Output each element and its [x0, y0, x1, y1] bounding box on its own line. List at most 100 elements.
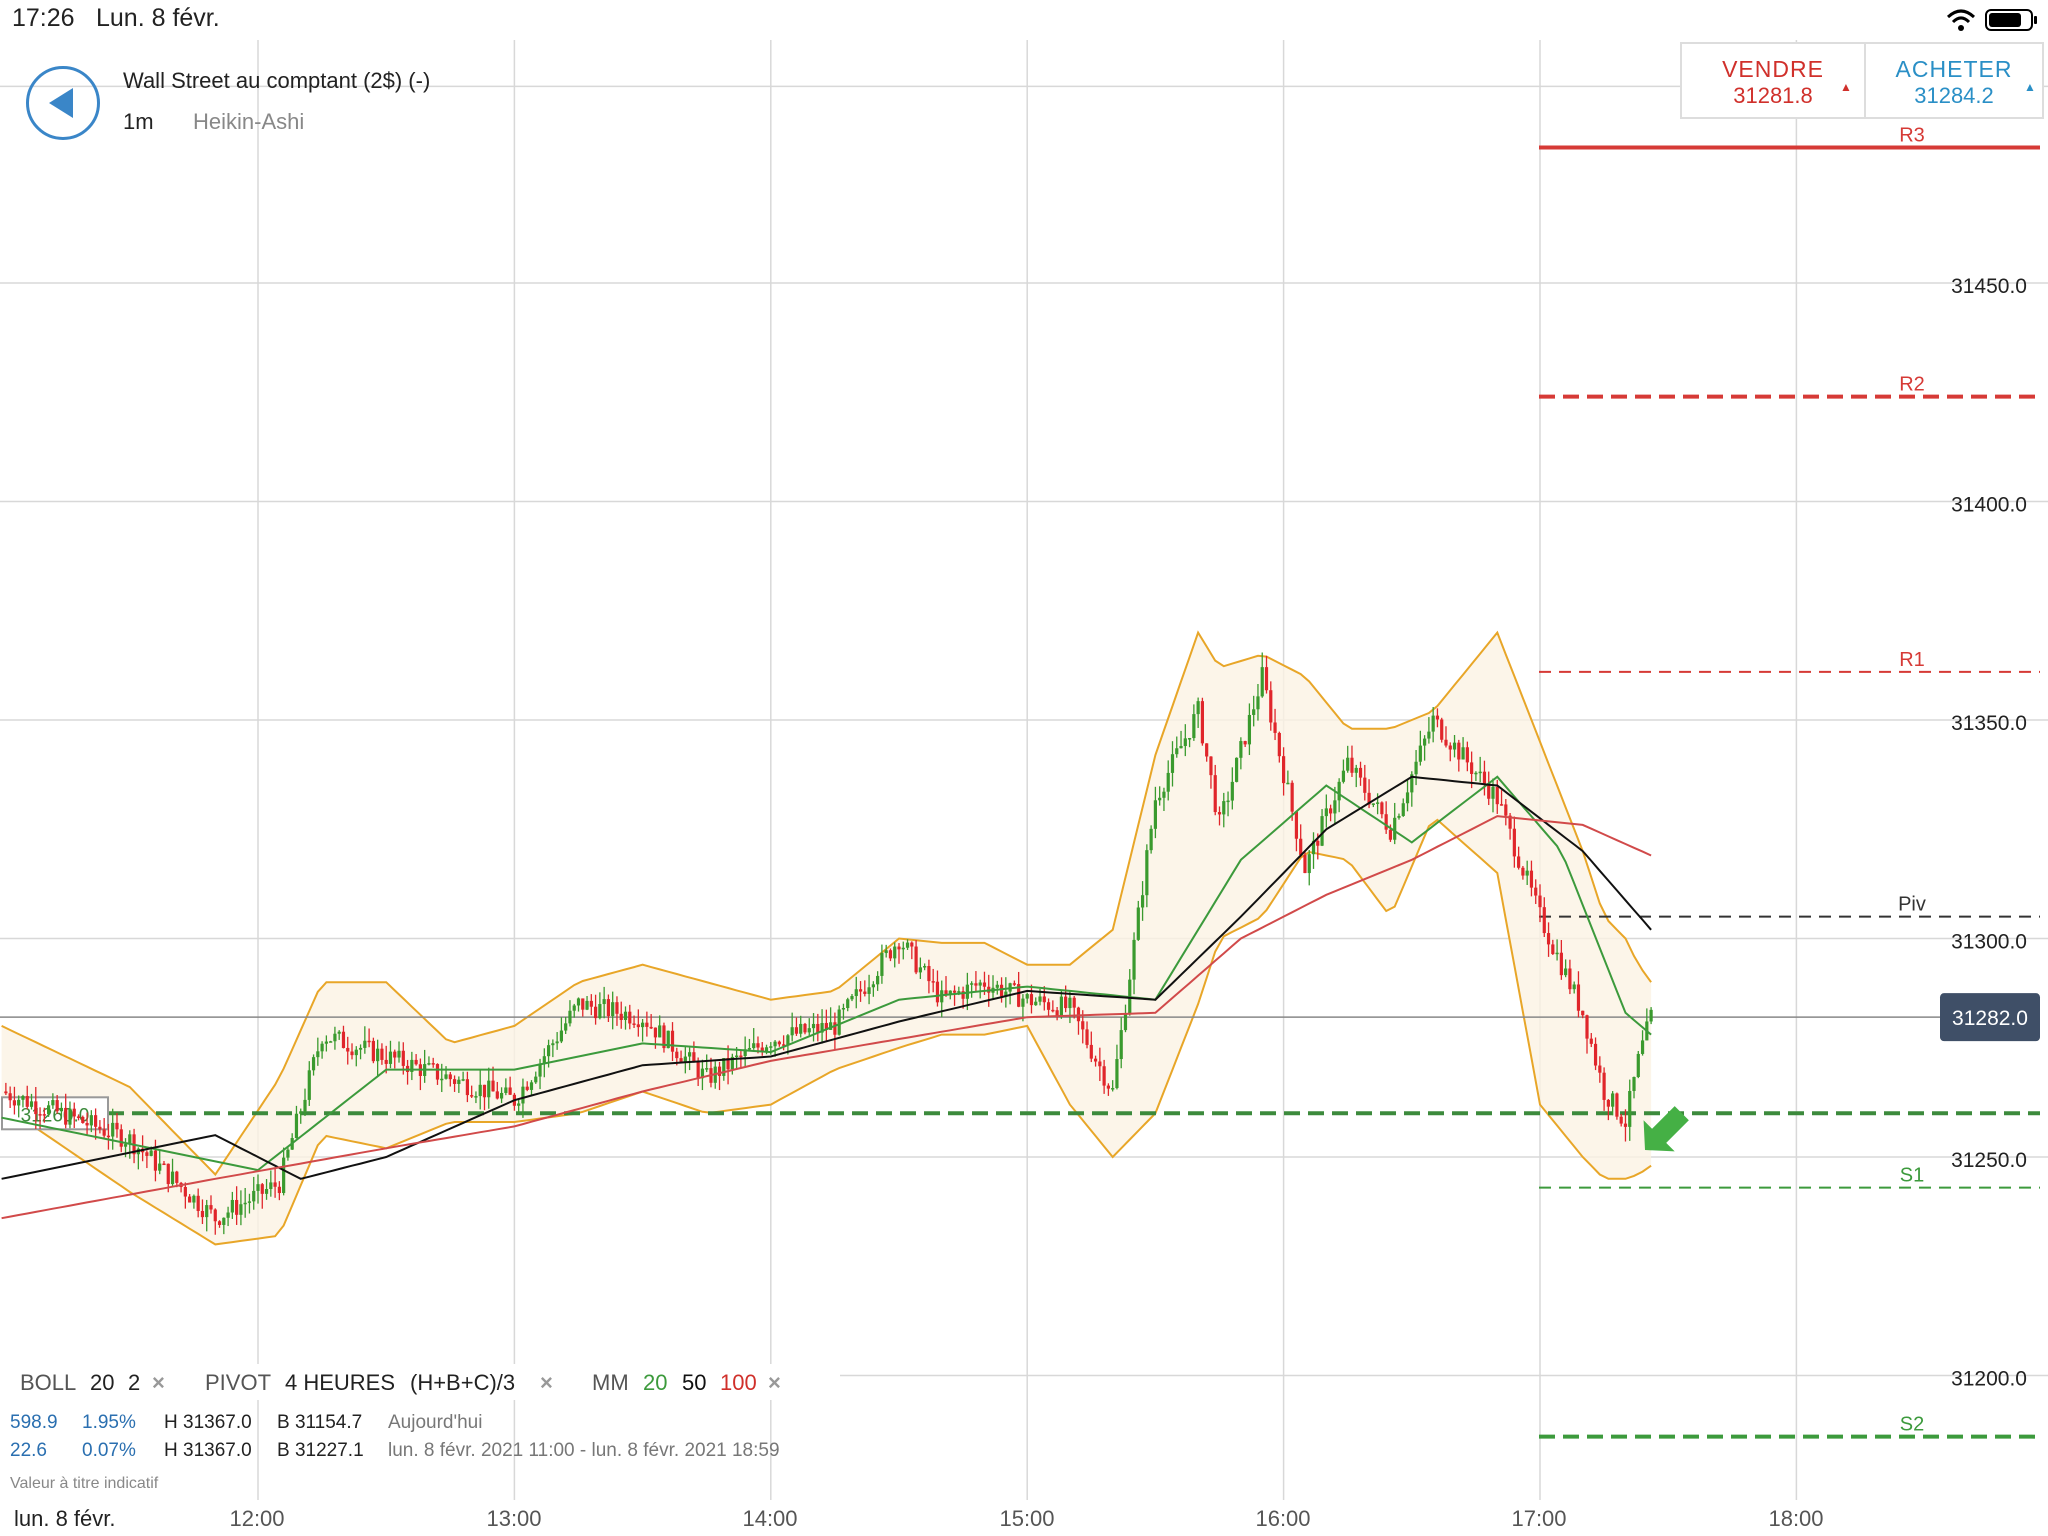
candle-body — [1354, 767, 1358, 773]
candle-body — [1140, 895, 1145, 908]
candle-body — [1551, 944, 1555, 954]
candle-body — [688, 1052, 692, 1057]
buy-button[interactable]: ACHETER 31284.2 ▲ — [1866, 44, 2042, 117]
candle-body — [1111, 1088, 1115, 1090]
candle-body — [700, 1068, 705, 1079]
candle-body — [1081, 1021, 1085, 1030]
candle-body — [555, 1041, 559, 1044]
candle-body — [581, 998, 585, 1010]
candle-body — [166, 1163, 170, 1185]
candle-body — [957, 991, 961, 993]
candle-body — [1435, 715, 1440, 720]
candle-body — [1388, 829, 1393, 840]
candle-body — [970, 983, 974, 985]
candle-body — [1136, 907, 1140, 940]
candle-body — [782, 1044, 786, 1046]
candle-body — [333, 1033, 337, 1042]
candle-body — [1576, 984, 1581, 1011]
candle-body — [401, 1050, 405, 1066]
x-tick-label: 18:00 — [1768, 1506, 1824, 1531]
battery-icon — [1985, 9, 2037, 31]
candle-body — [1175, 748, 1179, 755]
candle-body — [679, 1058, 683, 1063]
candle-body — [743, 1049, 747, 1057]
candle-body — [1286, 782, 1290, 785]
back-button[interactable] — [26, 66, 100, 140]
candle-body — [1021, 998, 1025, 1007]
y-tick-label: 31250.0 — [1951, 1149, 2027, 1172]
candle-body — [794, 1027, 799, 1034]
candle-body — [175, 1171, 179, 1183]
candle-body — [529, 1082, 534, 1090]
current-price-label: 31282.0 — [1952, 1007, 2028, 1030]
mm-name[interactable]: MM — [592, 1370, 629, 1395]
candle-body — [311, 1057, 316, 1071]
candle-body — [722, 1058, 726, 1076]
chart-type-selector[interactable]: Heikin-Ashi — [193, 109, 305, 134]
candle-body — [1636, 1053, 1640, 1077]
candle-body — [888, 950, 893, 959]
candle-body — [1145, 850, 1149, 896]
candle-body — [1448, 745, 1452, 750]
buy-price: 31284.2 — [1914, 83, 1994, 108]
candle-body — [1444, 739, 1448, 746]
remove-mm-icon[interactable]: × — [768, 1370, 781, 1395]
candle-body — [1487, 783, 1491, 799]
candle-body — [128, 1134, 132, 1145]
timeframe-selector[interactable]: 1m — [123, 109, 154, 134]
candle-body — [1521, 867, 1525, 876]
candle-body — [102, 1129, 106, 1136]
candle-body — [1025, 994, 1029, 999]
candle-body — [1089, 1044, 1093, 1059]
candle-body — [619, 1013, 623, 1020]
candle-body — [1517, 856, 1521, 868]
remove-pivot-icon[interactable]: × — [540, 1370, 553, 1395]
candle-body — [55, 1100, 59, 1112]
range-percent: 1.95% — [82, 1412, 136, 1433]
mm-100: 100 — [720, 1370, 757, 1395]
candle-body — [1431, 715, 1435, 732]
candle-body — [1384, 814, 1388, 830]
candle-body — [188, 1196, 192, 1203]
pivot-name[interactable]: PIVOT — [205, 1370, 272, 1395]
candle-body — [683, 1056, 687, 1063]
candle-body — [636, 1024, 640, 1028]
candle-body — [1269, 690, 1273, 723]
candle-body — [115, 1122, 119, 1130]
candle-body — [1628, 1090, 1632, 1127]
candle-body — [452, 1079, 457, 1084]
boll-name[interactable]: BOLL — [20, 1370, 77, 1395]
candle-body — [200, 1210, 205, 1218]
remove-boll-icon[interactable]: × — [152, 1370, 165, 1395]
candle-body — [786, 1035, 790, 1046]
candle-body — [465, 1079, 469, 1096]
range-points: 22.6 — [10, 1440, 47, 1461]
candle-body — [8, 1093, 12, 1101]
candle-body — [602, 999, 606, 1005]
candle-body — [371, 1040, 375, 1062]
candle-body — [1059, 996, 1063, 1017]
candle-body — [999, 984, 1004, 997]
candle-body — [901, 947, 905, 950]
range-period: Aujourd'hui — [388, 1412, 483, 1433]
candle-body — [854, 989, 858, 997]
candle-body — [29, 1101, 34, 1107]
candle-body — [1542, 907, 1546, 934]
candle-body — [833, 1022, 837, 1035]
candle-body — [1529, 870, 1534, 888]
mm-50: 50 — [682, 1370, 707, 1395]
candle-body — [1585, 1015, 1589, 1039]
range-points: 598.9 — [10, 1412, 58, 1433]
candle-body — [1414, 761, 1418, 775]
candle-body — [649, 1026, 653, 1029]
candle-body — [1264, 667, 1269, 691]
candle-body — [538, 1063, 542, 1077]
sell-button[interactable]: VENDRE 31281.8 ▲ — [1682, 44, 1866, 117]
candle-body — [1085, 1029, 1089, 1045]
candle-body — [952, 990, 957, 993]
candle-body — [183, 1186, 187, 1197]
candle-body — [1598, 1065, 1602, 1073]
candle-body — [632, 1023, 636, 1025]
candle-body — [982, 982, 987, 987]
